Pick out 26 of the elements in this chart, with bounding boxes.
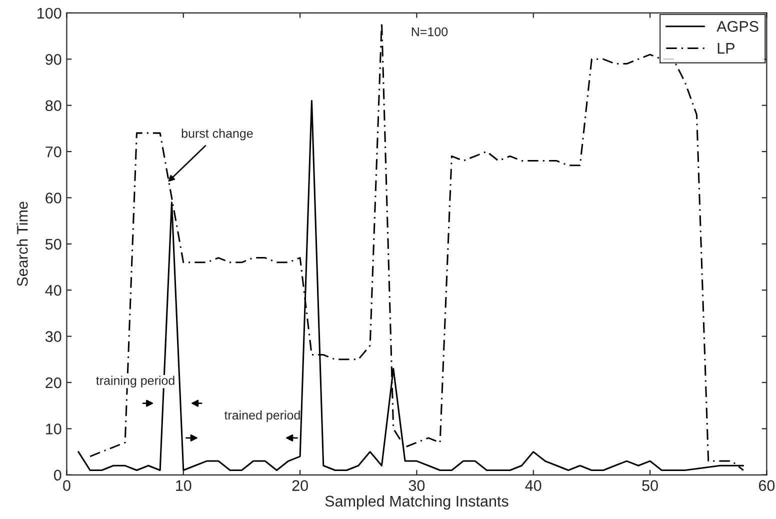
x-tick-label: 20 [292, 480, 308, 491]
annotation: trained period [224, 410, 300, 422]
x-tick-label: 30 [408, 480, 425, 491]
y-tick-label: 90 [46, 54, 62, 65]
y-tick-label: 70 [46, 146, 62, 158]
annotation: training period [96, 376, 174, 388]
x-tick-label: 40 [525, 480, 542, 491]
x-tick-label: 60 [758, 480, 775, 491]
y-tick-label: 80 [46, 100, 62, 112]
y-tick-label: 0 [54, 470, 62, 481]
x-tick-label: 0 [63, 480, 70, 491]
annotation: burst change [182, 128, 253, 140]
y-tick-label: 40 [45, 284, 62, 296]
legend-label: LP [718, 43, 734, 54]
y-tick-label: 50 [45, 238, 62, 250]
x-axis-title: Sampled Matching Instants [325, 495, 508, 510]
y-tick-label: 100 [38, 8, 62, 19]
annotation: N=100 [412, 27, 448, 36]
y-tick-label: 20 [46, 377, 62, 388]
y-tick-label: 30 [45, 331, 62, 342]
x-tick-label: 10 [176, 480, 192, 491]
legend-label: AGPS [716, 21, 758, 32]
y-tick-label: 10 [46, 424, 62, 434]
y-tick-label: 60 [46, 192, 62, 204]
x-tick-label: 50 [642, 480, 658, 491]
y-axis-title: Search Time [16, 202, 28, 286]
